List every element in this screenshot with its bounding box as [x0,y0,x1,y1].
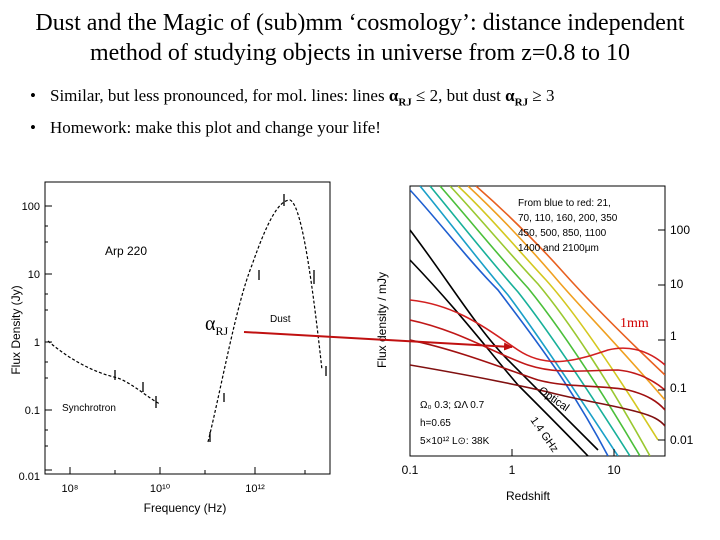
alpha-symbol: α [505,86,515,105]
synchrotron-curve [47,340,161,405]
legend-line: 1400 and 2100μm [518,243,599,254]
1mm-label: 1mm [620,316,649,331]
alpha-subscript: RJ [398,96,412,109]
bullet-1-text-b: ≤ 2, but dust [411,86,506,105]
x-tick-label: 10⁸ [62,483,79,495]
bullet-1-text-a: Similar, but less pronounced, for mol. l… [50,86,389,105]
legend-line: 450, 500, 850, 1100 [518,228,607,239]
track-450um [467,186,665,401]
bullet-2: • Homework: make this plot and change you… [30,118,381,138]
alpha-rj-label: αRJ [205,313,228,338]
synchrotron-label: Synchrotron [62,403,116,414]
track-1100um [410,319,665,391]
x-axis-label: Redshift [506,489,551,503]
track-2100um [410,364,665,427]
data-points [114,194,327,442]
dust-label: Dust [270,314,291,325]
red-arrow [243,331,513,351]
y-tick-label: 0.1 [25,405,40,417]
track-350um [457,186,659,441]
y-tick-label: 10 [28,269,40,281]
param-line: 5×10¹² L⊙: 38K [420,436,490,447]
alpha-subscript: RJ [215,324,228,338]
slide-title: Dust and the Magic of (sub)mm ‘cosmology… [0,8,720,68]
bullet-1: • Similar, but less pronounced, for mol. … [30,86,554,108]
y-tick-label: 100 [670,223,690,237]
legend-line: 70, 110, 160, 200, 350 [518,213,618,224]
legend: From blue to red: 21, 70, 110, 160, 200,… [518,198,618,254]
param-line: h=0.65 [420,418,451,429]
track-850um [410,299,665,366]
alpha-symbol: α [205,313,216,335]
x-tick-label: 10 [607,463,621,477]
cosmology-params: Ω₀ 0.3; ΩΛ 0.7 h=0.65 5×10¹² L⊙: 38K [420,400,490,447]
x-tick-label: 10¹⁰ [150,483,171,495]
y-axis-label: Flux density / mJy [375,272,389,368]
y-tick-label: 1 [670,329,677,343]
legend-line: From blue to red: 21, [518,198,611,209]
x-tick-label: 10¹² [245,483,265,495]
bullet-2-text: Homework: make this plot and change your… [50,118,381,137]
x-tick-label: 1 [509,463,516,477]
dust-curve [207,199,323,443]
x-axis-label: Frequency (Hz) [144,501,227,515]
y-tick-label: 0.01 [19,471,40,483]
galaxy-name-label: Arp 220 [105,244,147,258]
plot-frame [44,181,331,475]
bullet-1-text-c: ≥ 3 [528,86,555,105]
track-500um [475,186,665,376]
y-tick-label: 1 [34,337,40,349]
plot-frame [409,185,666,457]
y-tick-label: 0.1 [670,381,687,395]
title-line-1: Dust and the Magic of (sub)mm ‘cosmology… [35,10,685,36]
wavelength-tracks [410,186,665,456]
y-axis-ticks [45,205,52,471]
track-1400um [410,339,665,411]
track-70um [419,186,619,456]
track-200um [449,186,651,456]
param-line: Ω₀ 0.3; ΩΛ 0.7 [420,400,485,411]
track-1-4ghz [410,259,589,456]
axis-ticks [409,229,665,456]
y-tick-label: 100 [22,201,40,213]
x-axis-ticks [69,467,306,474]
x-tick-label: 0.1 [402,463,419,477]
alpha-symbol: α [388,86,399,105]
redshift-flux-chart: 0.1 1 10 100 10 1 0.1 0.01 Redshift Flux… [375,185,694,503]
y-tick-label: 0.01 [670,433,694,447]
alpha-subscript: RJ [514,96,529,109]
track-optical [410,229,599,451]
bullet-marker: • [30,86,36,105]
y-axis-label: Flux Density (Jy) [9,285,23,374]
title-line-2: method of studying objects in universe f… [89,40,631,66]
y-tick-label: 10 [670,277,684,291]
bullet-marker: • [30,118,36,137]
arp220-sed-chart: 100 10 1 0.1 0.01 10⁸ 10¹⁰ 10¹² Frequenc… [9,181,331,515]
track-160um [439,186,641,456]
